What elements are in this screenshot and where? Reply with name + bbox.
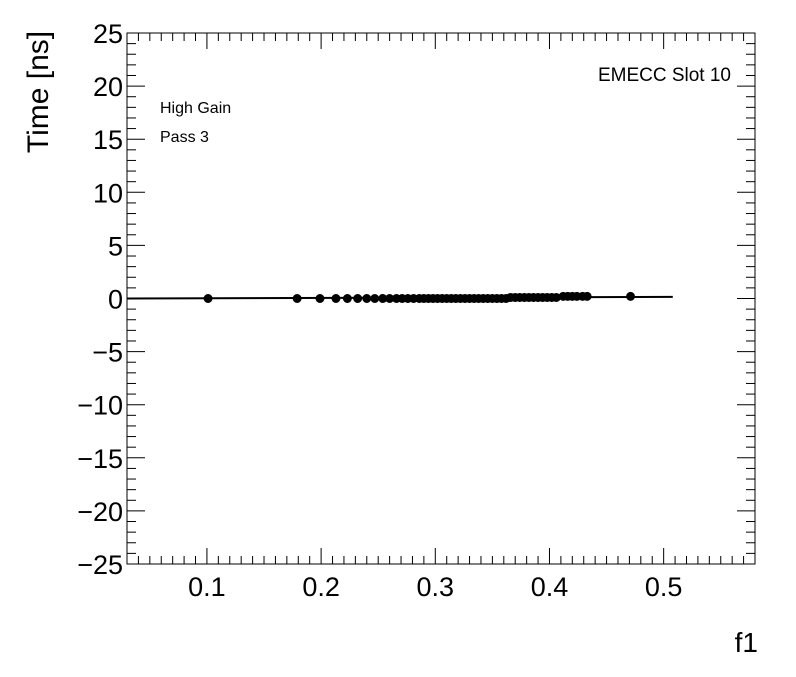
y-tick-label: 15 xyxy=(93,125,123,155)
data-points xyxy=(203,291,636,303)
data-point xyxy=(582,291,592,301)
x-tick-label: 0.5 xyxy=(645,572,683,602)
y-tick-label: 20 xyxy=(93,72,123,102)
x-tick-label: 0.1 xyxy=(188,572,226,602)
y-tick-label: 5 xyxy=(108,231,123,261)
data-point xyxy=(203,294,213,303)
y-axis-label: Time [ns] xyxy=(22,31,55,153)
x-tick-label: 0.3 xyxy=(417,572,455,602)
y-tick-label: −10 xyxy=(77,391,123,421)
data-point xyxy=(626,291,636,301)
data-point xyxy=(370,294,380,303)
data-point xyxy=(331,294,341,303)
data-point xyxy=(362,294,372,303)
x-tick-labels: 0.1 0.2 0.3 0.4 0.5 xyxy=(188,572,682,602)
y-tick-label: −15 xyxy=(77,444,123,474)
y-tick-labels: −25 −20 −15 −10 −5 0 5 10 15 20 25 xyxy=(77,19,123,580)
y-tick-label: −25 xyxy=(77,550,123,580)
data-point xyxy=(292,294,302,303)
annotation-pass: Pass 3 xyxy=(160,129,209,146)
x-tick-label: 0.4 xyxy=(531,572,569,602)
y-tick-label: −20 xyxy=(77,497,123,527)
x-axis-label: f1 xyxy=(735,627,758,658)
axis-ticks xyxy=(126,32,756,565)
annotation-gain: High Gain xyxy=(160,100,231,117)
data-point xyxy=(353,294,363,303)
y-tick-label: 0 xyxy=(108,285,123,315)
y-tick-label: 25 xyxy=(93,19,123,49)
y-tick-label: 10 xyxy=(93,178,123,208)
data-point xyxy=(342,294,352,303)
x-tick-label: 0.2 xyxy=(302,572,340,602)
data-point xyxy=(315,294,325,303)
plot-frame xyxy=(126,32,756,565)
y-tick-label: −5 xyxy=(92,338,123,368)
annotation-slot: EMECC Slot 10 xyxy=(598,65,731,86)
